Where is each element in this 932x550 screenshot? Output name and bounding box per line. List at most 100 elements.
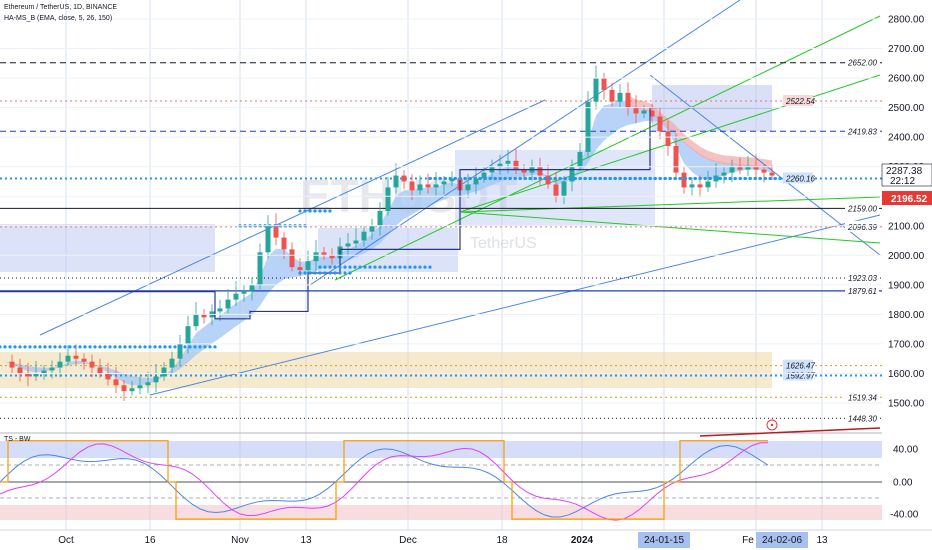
candle-body xyxy=(497,163,503,167)
dot-marker xyxy=(473,176,477,181)
candle-body xyxy=(257,252,263,285)
candle-body xyxy=(409,181,415,191)
alert-price-tag xyxy=(882,191,932,205)
candle-body xyxy=(417,184,423,191)
dot-marker xyxy=(188,345,192,349)
candle-body xyxy=(289,249,295,268)
dot-marker xyxy=(173,345,177,349)
candle-body xyxy=(521,169,527,173)
candle-body xyxy=(65,355,71,362)
level-tag xyxy=(783,94,813,106)
dot-marker xyxy=(383,265,387,269)
price-tick-label: 1800.00 xyxy=(888,310,925,321)
dot-marker xyxy=(328,209,332,213)
dot-marker xyxy=(43,345,47,349)
candle-body xyxy=(729,166,735,173)
candle-body xyxy=(673,146,679,173)
candle-body xyxy=(473,178,479,185)
dot-marker xyxy=(308,209,312,213)
dot-marker xyxy=(323,209,327,213)
candle-body xyxy=(161,367,167,377)
level-tag xyxy=(845,412,879,424)
time-tick-label: 2024 xyxy=(571,535,594,546)
trendline-blue-steep xyxy=(309,0,741,286)
dot-marker xyxy=(108,345,112,349)
price-levels: 2652.00 2522.54 2419.83 2159.00 2096.39 1923.… xyxy=(0,56,882,424)
dot-marker xyxy=(353,265,357,269)
time-axis[interactable] xyxy=(0,530,932,550)
dot-marker xyxy=(648,176,652,181)
candle-body xyxy=(537,166,543,176)
dot-marker xyxy=(478,176,482,181)
dot-marker xyxy=(708,176,712,181)
dot-marker xyxy=(98,345,102,349)
candle-body xyxy=(681,172,687,188)
candle-body xyxy=(49,367,55,371)
dot-marker xyxy=(63,345,67,349)
dot-marker xyxy=(548,176,552,181)
dot-marker xyxy=(488,176,492,181)
dot-marker xyxy=(773,176,777,181)
time-tick-label: 16 xyxy=(144,535,156,546)
dot-marker xyxy=(88,345,92,349)
dot-marker xyxy=(608,176,612,181)
oscillator-legend[interactable]: TS - BW xyxy=(4,436,31,443)
dot-marker xyxy=(308,271,312,275)
price-tick-label: 2600.00 xyxy=(888,74,925,85)
candle-body xyxy=(185,326,191,344)
candle-body xyxy=(353,240,359,244)
dot-marker xyxy=(68,345,72,349)
candle-body xyxy=(249,284,255,291)
candle-body xyxy=(433,184,439,188)
candle-body xyxy=(633,107,639,114)
osc-overbought-zone xyxy=(0,441,882,458)
dot-marker xyxy=(458,176,462,181)
dot-marker xyxy=(693,176,697,181)
trendline-green-1 xyxy=(334,15,881,281)
dot-marker xyxy=(653,176,657,181)
level-label: 1519.34 xyxy=(848,393,877,402)
candle-body xyxy=(177,343,183,359)
candle-body xyxy=(553,184,559,197)
dot-marker xyxy=(628,176,632,181)
dot-marker xyxy=(643,176,647,181)
time-tick-label: 24-01-15 xyxy=(644,535,684,546)
dot-marker xyxy=(763,176,767,181)
candle-body xyxy=(697,184,703,188)
candle-body xyxy=(25,373,31,377)
level-tag xyxy=(783,172,813,184)
price-tick-label: 2000.00 xyxy=(888,251,925,262)
dot-marker xyxy=(73,345,77,349)
level-tag xyxy=(845,202,879,214)
candle-body xyxy=(169,358,175,368)
candle-body xyxy=(585,101,591,152)
candle-body xyxy=(609,89,615,102)
candle-body xyxy=(753,166,759,170)
dot-marker xyxy=(103,345,107,349)
candle-body xyxy=(577,151,583,167)
dot-marker xyxy=(208,345,212,349)
dot-marker xyxy=(168,345,172,349)
dot-marker xyxy=(593,176,597,181)
dot-marker xyxy=(348,271,352,275)
dot-marker xyxy=(398,265,402,269)
indicator-legend[interactable]: HA-MS_B (EMA, close, 5, 26, 150) xyxy=(4,15,113,22)
dot-marker xyxy=(203,345,207,349)
dot-marker xyxy=(183,345,187,349)
candle-body xyxy=(297,267,303,271)
dot-marker xyxy=(428,176,432,181)
level-tag xyxy=(783,369,813,381)
candle-body xyxy=(665,131,671,147)
dot-marker xyxy=(78,345,82,349)
dot-marker xyxy=(718,176,722,181)
dot-marker xyxy=(413,265,417,269)
dot-marker xyxy=(533,176,537,181)
trendline-green-3 xyxy=(459,196,881,213)
price-axis[interactable] xyxy=(882,0,932,530)
dot-marker xyxy=(393,265,397,269)
dot-marker xyxy=(703,176,707,181)
trendline-green-4 xyxy=(459,211,881,244)
candle-body xyxy=(233,293,239,300)
